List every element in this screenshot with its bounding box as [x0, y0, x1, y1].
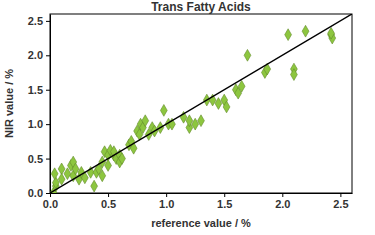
x-tick-label: 2.0 [275, 198, 290, 210]
scatter-point [72, 163, 79, 175]
y-tick: 2.0 [28, 49, 50, 61]
reference-line [50, 14, 352, 193]
y-tick-label: 1.0 [28, 118, 43, 130]
y-axis-line [50, 15, 51, 194]
x-tick-label: 2.5 [333, 198, 348, 210]
y-tick: 0.0 [28, 187, 50, 199]
scatter-point [244, 49, 251, 61]
plot-frame [50, 14, 352, 193]
scatter-point [302, 25, 309, 37]
x-tick-mark [108, 193, 109, 197]
x-tick-mark [166, 193, 167, 197]
x-tick: 1.0 [159, 193, 174, 210]
y-tick-mark [46, 21, 50, 22]
scatter-point [192, 118, 199, 130]
y-axis-label: NIR value / % [3, 69, 15, 138]
y-tick: 1.5 [28, 84, 50, 96]
y-tick-label: 1.5 [28, 84, 43, 96]
x-tick-mark [50, 193, 51, 197]
x-tick-label: 0.0 [43, 198, 58, 210]
x-tick-label: 1.5 [217, 198, 232, 210]
scatter-point [215, 98, 222, 110]
plot: 0.0 0.5 1.0 1.5 2.0 2.5 0.0 0.5 1.0 1.5 2.0 2.5 [28, 14, 353, 210]
x-axis-label: reference value / % [151, 217, 251, 229]
scatter-point [291, 69, 298, 81]
scatter-point [91, 180, 98, 192]
x-tick-label: 1.0 [159, 198, 174, 210]
scatter-point [105, 160, 112, 172]
chart: 0.0 0.5 1.0 1.5 2.0 2.5 0.0 0.5 1.0 1.5 2.0 2.5 Tran… [0, 0, 375, 235]
y-axis: 0.0 0.5 1.0 1.5 2.0 2.5 [28, 15, 51, 200]
y-tick-label: 0.0 [28, 187, 43, 199]
scatter-point [285, 29, 292, 41]
x-tick-mark [282, 193, 283, 197]
scatter-point [223, 101, 230, 113]
scatter-point [328, 27, 335, 39]
y-tick-mark [46, 193, 50, 194]
y-tick: 1.0 [28, 118, 50, 130]
y-tick-mark [46, 90, 50, 91]
y-tick: 2.5 [28, 15, 50, 27]
scatter-point [186, 115, 193, 127]
scatter-point [160, 104, 167, 116]
x-tick: 2.0 [275, 193, 290, 210]
scatter-point [52, 177, 59, 189]
scatter-point [99, 170, 106, 182]
y-tick-label: 0.5 [28, 153, 43, 165]
x-tick: 1.5 [217, 193, 232, 210]
marks [50, 14, 352, 193]
x-tick: 0.5 [101, 193, 116, 210]
scatter-point [51, 168, 58, 180]
scatter-point [198, 115, 205, 127]
x-axis: 0.0 0.5 1.0 1.5 2.0 2.5 [43, 193, 353, 210]
y-tick-mark [46, 124, 50, 125]
x-tick-label: 0.5 [101, 198, 116, 210]
scatter-point [119, 153, 126, 165]
y-tick-label: 2.5 [28, 15, 43, 27]
x-tick: 0.0 [43, 193, 58, 210]
scatter-point [238, 80, 245, 92]
y-tick-label: 2.0 [28, 49, 43, 61]
y-tick-mark [46, 55, 50, 56]
y-tick: 0.5 [28, 153, 50, 165]
title: Trans Fatty Acids [151, 0, 251, 14]
x-tick: 2.5 [333, 193, 348, 210]
scatter-point [58, 173, 65, 185]
scatter-point [142, 115, 149, 127]
x-tick-mark [224, 193, 225, 197]
x-axis-line [51, 193, 353, 194]
x-tick-mark [340, 193, 341, 197]
y-tick-mark [46, 159, 50, 160]
